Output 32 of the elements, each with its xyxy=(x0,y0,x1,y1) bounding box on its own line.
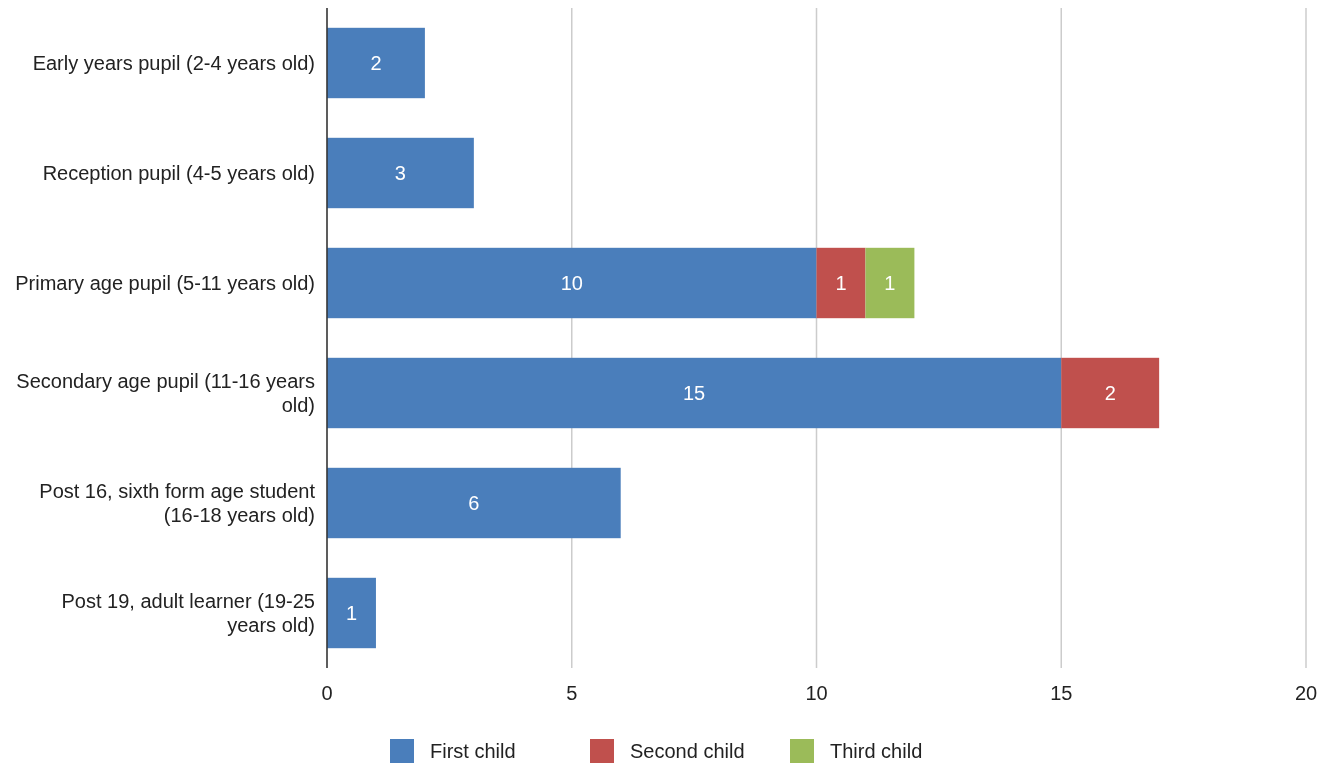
data-label: 1 xyxy=(884,272,896,294)
bar xyxy=(327,247,817,319)
legend-label: First child xyxy=(430,740,516,762)
data-label: 6 xyxy=(468,492,480,514)
bar xyxy=(327,137,474,209)
data-label: 15 xyxy=(683,382,706,404)
bar xyxy=(816,247,866,319)
data-label: 10 xyxy=(560,272,583,294)
bar xyxy=(327,27,425,99)
bar xyxy=(327,357,1062,429)
y-tick-label: Reception pupil (4-5 years old) xyxy=(42,162,315,184)
x-tick-label: 15 xyxy=(1050,682,1073,704)
legend-label: Third child xyxy=(830,740,923,762)
y-tick-label: Secondary age pupil (11-16 years old) xyxy=(16,370,315,416)
legend-label: Second child xyxy=(630,740,745,762)
y-tick-label: Post 19, adult learner (19-25 years old) xyxy=(61,590,315,636)
y-tick-label: Early years pupil (2-4 years old) xyxy=(32,52,315,74)
x-tick-label: 0 xyxy=(321,682,333,704)
data-label: 1 xyxy=(835,272,847,294)
x-tick-label: 5 xyxy=(566,682,578,704)
x-tick-label: 20 xyxy=(1294,682,1318,704)
data-label: 2 xyxy=(1104,382,1116,404)
y-tick-label: Primary age pupil (5-11 years old) xyxy=(15,272,315,294)
data-label: 3 xyxy=(394,162,406,184)
data-label: 2 xyxy=(370,52,382,74)
bar xyxy=(865,247,915,319)
data-label: 1 xyxy=(345,602,358,624)
bar xyxy=(1061,357,1160,429)
bar xyxy=(327,577,376,649)
x-tick-label: 10 xyxy=(805,682,828,704)
bar xyxy=(327,467,621,539)
y-tick-label: Post 16, sixth form age student (16-18 years old) xyxy=(39,480,316,526)
